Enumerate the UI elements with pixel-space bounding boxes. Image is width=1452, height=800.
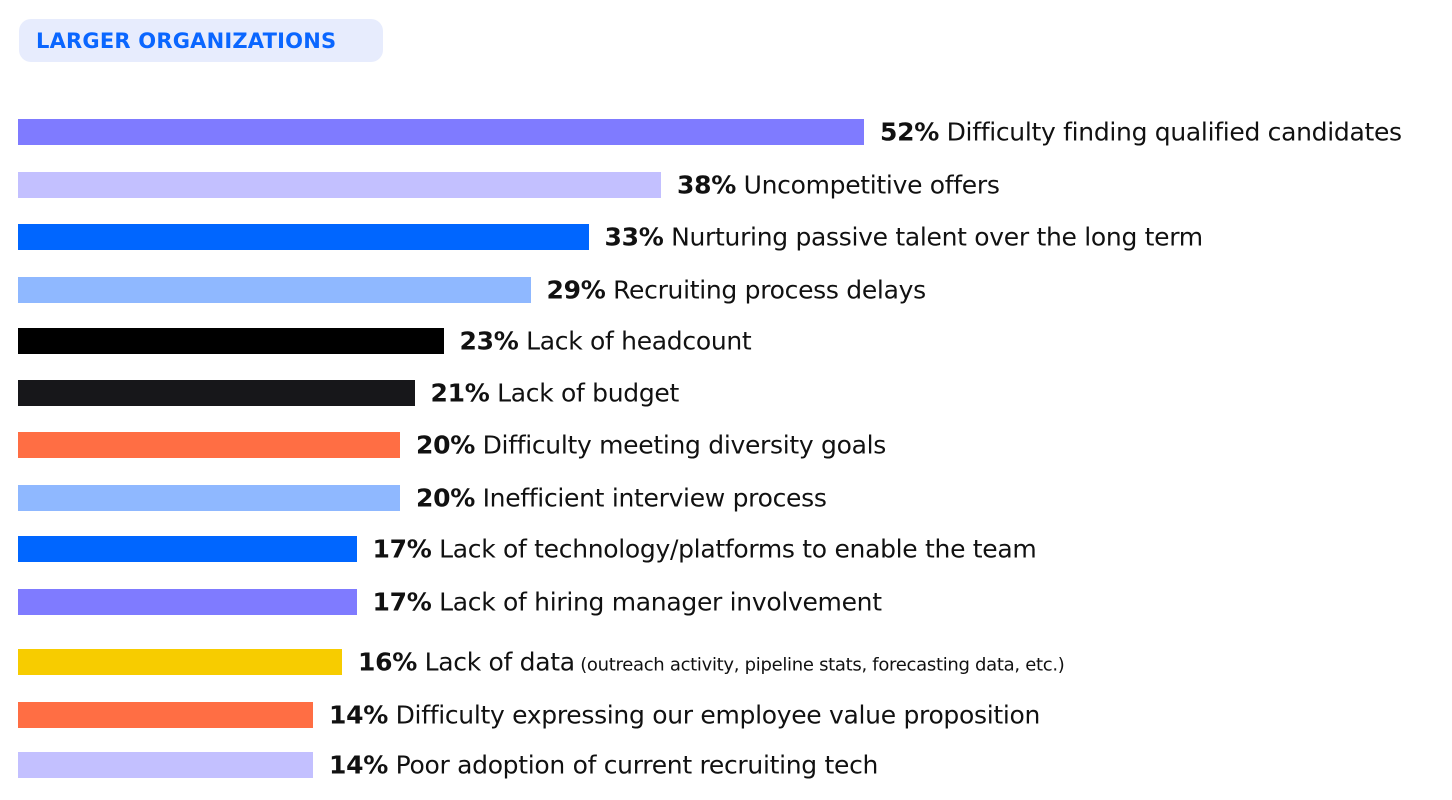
bar — [18, 536, 357, 562]
value-label: 21% — [430, 378, 490, 408]
bar-label: 23% Lack of headcount — [460, 327, 752, 356]
bar — [18, 649, 342, 675]
category-label: Lack of budget — [489, 378, 679, 408]
bar-label: 14% Difficulty expressing our employee v… — [329, 701, 1040, 730]
bar-label: 29% Recruiting process delays — [546, 275, 927, 305]
value-label: 20% — [416, 483, 475, 513]
category-label: Lack of headcount — [518, 326, 752, 356]
category-label: Difficulty expressing our employee value… — [387, 700, 1041, 730]
bar-label: 20% Inefficient interview process — [416, 484, 827, 513]
category-note: (outreach activity, pipeline stats, fore… — [574, 654, 1065, 676]
value-label: 29% — [546, 275, 606, 305]
bar-label: 20% Difficulty meeting diversity goals — [416, 431, 886, 460]
bar — [18, 752, 313, 778]
bar-label: 38% Uncompetitive offers — [677, 171, 1000, 200]
bar-label: 17% Lack of hiring manager involvement — [372, 587, 883, 617]
category-label: Lack of data — [416, 647, 575, 677]
bar-label: 16% Lack of data (outreach activity, pip… — [358, 648, 1065, 677]
bar — [18, 589, 357, 615]
category-label: Lack of hiring manager involvement — [431, 587, 882, 617]
bar — [18, 119, 864, 145]
bar — [18, 328, 444, 354]
bar — [18, 432, 400, 458]
value-label: 23% — [459, 326, 519, 356]
value-label: 14% — [329, 700, 388, 730]
bar — [18, 172, 661, 198]
value-label: 20% — [416, 430, 475, 460]
category-label: Poor adoption of current recruiting tech — [387, 750, 879, 780]
category-label: Difficulty finding qualified candidates — [938, 117, 1403, 147]
bar-label: 17% Lack of technology/platforms to enab… — [373, 535, 1037, 564]
bar — [18, 380, 415, 406]
value-label: 16% — [358, 647, 417, 677]
bar — [18, 702, 313, 728]
value-label: 52% — [880, 117, 939, 147]
value-label: 38% — [677, 170, 736, 200]
bar — [18, 485, 400, 511]
category-label: Inefficient interview process — [474, 483, 827, 513]
bar-label: 21% Lack of budget — [431, 379, 680, 408]
category-label: Lack of technology/platforms to enable t… — [431, 534, 1037, 564]
value-label: 33% — [604, 222, 664, 252]
category-label: Difficulty meeting diversity goals — [474, 430, 887, 460]
category-label: Recruiting process delays — [605, 275, 926, 305]
section-badge: LARGER ORGANIZATIONS — [19, 19, 383, 62]
bar-label: 52% Difficulty finding qualified candida… — [880, 118, 1402, 147]
value-label: 14% — [329, 750, 388, 780]
value-label: 17% — [372, 534, 432, 564]
category-label: Uncompetitive offers — [735, 170, 1000, 200]
bar-label: 33% Nurturing passive talent over the lo… — [604, 222, 1204, 252]
value-label: 17% — [372, 587, 432, 617]
bar — [18, 277, 531, 303]
category-label: Nurturing passive talent over the long t… — [663, 222, 1203, 252]
bar — [18, 224, 589, 250]
bar-label: 14% Poor adoption of current recruiting … — [329, 751, 878, 780]
